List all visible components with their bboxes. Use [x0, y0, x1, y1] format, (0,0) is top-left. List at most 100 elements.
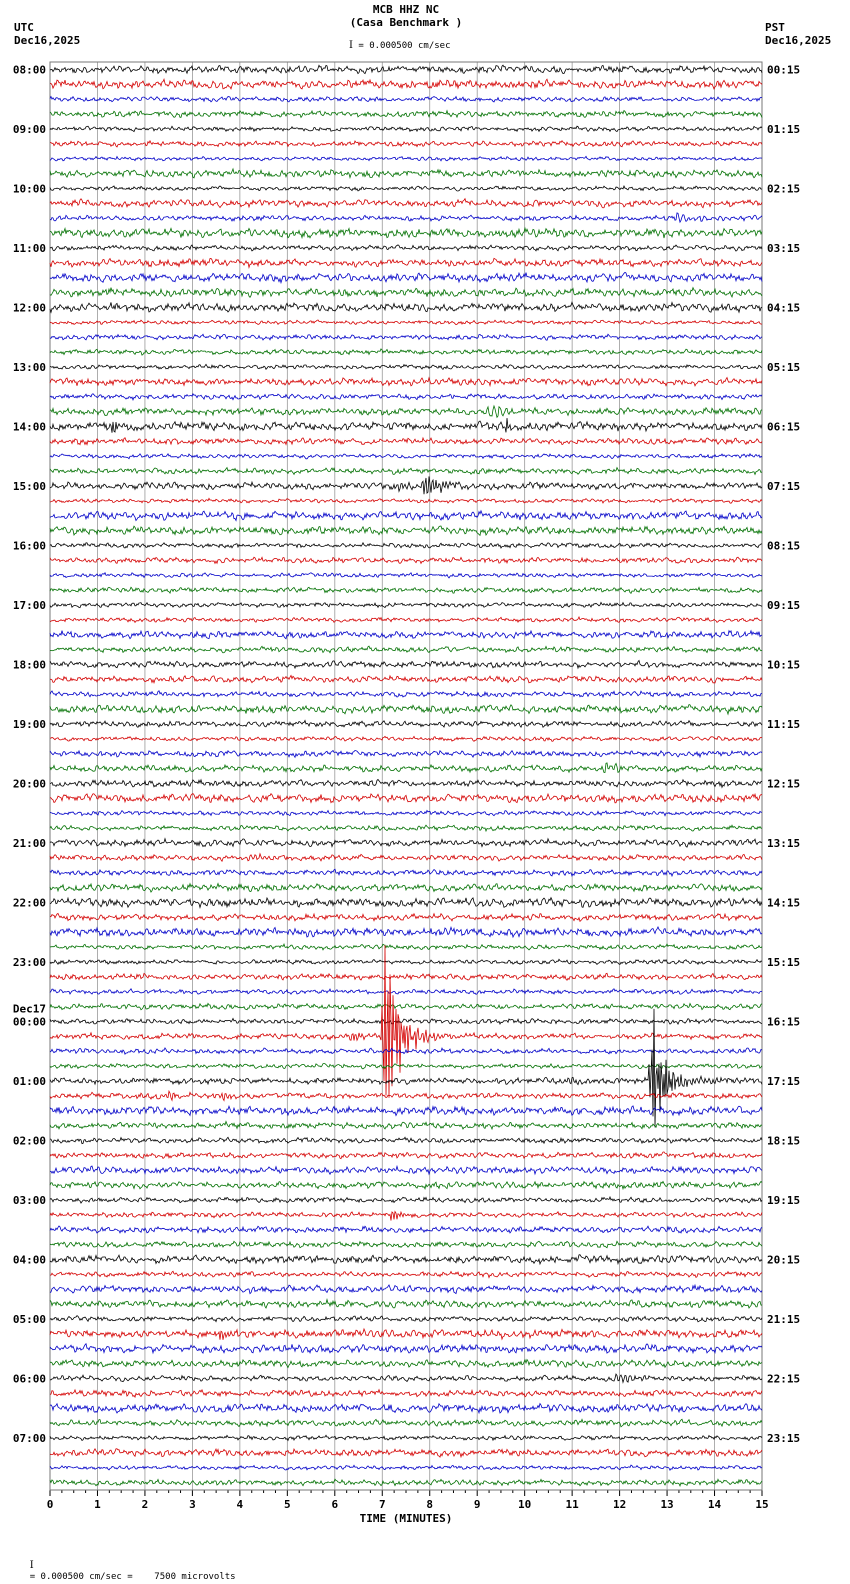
- seismogram-trace: [49, 778, 763, 789]
- pst-hour-label: 14:15: [767, 896, 800, 909]
- seismogram-trace: [49, 1136, 763, 1145]
- seismogram-trace: [49, 376, 763, 388]
- seismogram-trace: [49, 837, 763, 848]
- seismogram-trace: [49, 1225, 763, 1234]
- utc-hour-label: 09:00: [13, 123, 46, 136]
- seismogram-trace: [49, 945, 763, 1098]
- seismogram-trace: [49, 167, 763, 180]
- utc-hour-label: 21:00: [13, 837, 46, 850]
- utc-hour-label: 15:00: [13, 480, 46, 493]
- x-tick-label: 10: [518, 1498, 531, 1511]
- pst-hour-label: 15:15: [767, 956, 800, 969]
- seismogram-trace: [49, 896, 763, 910]
- seismogram-trace: [49, 1342, 763, 1355]
- seismogram-trace: [49, 185, 763, 192]
- seismogram-trace: [49, 912, 763, 923]
- seismogram-trace: [49, 792, 762, 804]
- utc-hour-label: 18:00: [13, 658, 46, 671]
- seismogram-trace: [49, 1254, 763, 1266]
- seismogram-trace: [49, 1298, 763, 1309]
- seismogram-trace: [49, 155, 763, 162]
- utc-label: UTC: [14, 21, 34, 34]
- pst-hour-label: 20:15: [767, 1253, 800, 1266]
- utc-date: Dec16,2025: [14, 34, 81, 47]
- seismogram-trace: [49, 1210, 763, 1221]
- seismogram-trace: [49, 1002, 763, 1011]
- seismogram-trace: [49, 1120, 763, 1131]
- seismogram-trace: [49, 1017, 763, 1026]
- seismogram-trace: [49, 95, 763, 103]
- seismogram-trace: [49, 616, 763, 624]
- x-tick-label: 12: [613, 1498, 626, 1511]
- pst-hour-label: 03:15: [767, 242, 800, 255]
- seismogram-trace: [49, 1358, 763, 1369]
- seismogram-trace: [49, 497, 763, 504]
- helicorder-plot: 08:00 00:15 09:00 01:15 10:00 02:15 11:00 03:15…: [13, 61, 800, 1511]
- seismogram-trace: [49, 1478, 763, 1487]
- seismogram-trace: [49, 1464, 763, 1472]
- pst-hour-label: 16:15: [767, 1015, 800, 1028]
- utc-hour-label: 10:00: [13, 182, 46, 195]
- x-tick-label: 8: [426, 1498, 433, 1511]
- utc-hour-label: 17:00: [13, 599, 46, 612]
- seismogram-trace: [50, 139, 763, 148]
- plot-border: [49, 61, 763, 1491]
- utc-hour-label: 23:00: [13, 956, 46, 969]
- x-tick-label: 5: [284, 1498, 291, 1511]
- seismogram-trace: [49, 958, 763, 966]
- scale-bar-icon: I: [349, 40, 353, 51]
- seismogram-trace: [49, 1195, 763, 1204]
- utc-hour-label: 05:00: [13, 1313, 46, 1326]
- seismogram-trace: [49, 972, 763, 981]
- seismogram-trace: [49, 125, 763, 133]
- utc-hour-label: 11:00: [13, 242, 46, 255]
- pst-hour-label: 12:15: [767, 777, 800, 790]
- seismogram-trace: [49, 348, 763, 356]
- seismogram-trace: [50, 333, 763, 341]
- utc-hour-label: 12:00: [13, 301, 46, 314]
- utc-hour-label: 16:00: [13, 539, 46, 552]
- x-tick-label: 13: [660, 1498, 673, 1511]
- seismogram-trace: [49, 271, 763, 285]
- pst-hour-label: 10:15: [767, 658, 800, 671]
- seismogram-trace: [49, 541, 763, 549]
- utc-date-change-label: Dec17: [13, 1002, 46, 1015]
- seismogram-trace: [49, 286, 763, 298]
- seismogram-trace: [49, 1283, 763, 1295]
- seismogram-trace: [49, 197, 763, 209]
- pst-hour-label: 06:15: [767, 420, 800, 433]
- utc-hour-label: 19:00: [13, 718, 46, 731]
- pst-hour-label: 23:15: [767, 1432, 800, 1445]
- utc-hour-label: 01:00: [13, 1075, 46, 1088]
- seismogram-trace: [49, 749, 763, 759]
- seismogram-trace: [49, 809, 763, 817]
- seismogram-trace: [49, 1447, 763, 1459]
- pst-hour-label: 13:15: [767, 837, 800, 850]
- pst-hour-label: 02:15: [767, 182, 800, 195]
- utc-hour-label: 13:00: [13, 361, 46, 374]
- seismogram-trace: [49, 824, 762, 833]
- station-title: MCB HHZ NC: [372, 3, 440, 16]
- seismogram-trace: [49, 78, 763, 90]
- scale-line: I = 0.000500 cm/sec: [349, 40, 451, 52]
- seismogram-trace: [49, 1240, 763, 1249]
- seismogram-trace: [49, 436, 763, 446]
- pst-hour-label: 18:15: [767, 1134, 800, 1147]
- x-tick-label: 15: [755, 1498, 768, 1511]
- pst-hour-label: 07:15: [767, 480, 800, 493]
- seismogram-trace: [49, 1104, 763, 1117]
- seismogram-trace: [49, 244, 763, 252]
- seismogram-trace: [49, 1089, 763, 1102]
- seismogram-trace: [49, 64, 763, 75]
- seismogram-trace: [49, 601, 763, 609]
- seismogram-trace: [49, 212, 763, 224]
- seismogram-trace: [49, 319, 763, 326]
- pst-hour-label: 01:15: [767, 123, 800, 136]
- x-tick-label: 7: [379, 1498, 386, 1511]
- scale-text: = 0.000500 cm/sec: [358, 41, 451, 51]
- x-tick-label: 14: [708, 1498, 722, 1511]
- pst-hour-label: 11:15: [767, 718, 800, 731]
- utc-hour-label: 00:00: [13, 1015, 46, 1028]
- seismogram-trace: [49, 1434, 763, 1442]
- seismogram-trace: [49, 1315, 763, 1323]
